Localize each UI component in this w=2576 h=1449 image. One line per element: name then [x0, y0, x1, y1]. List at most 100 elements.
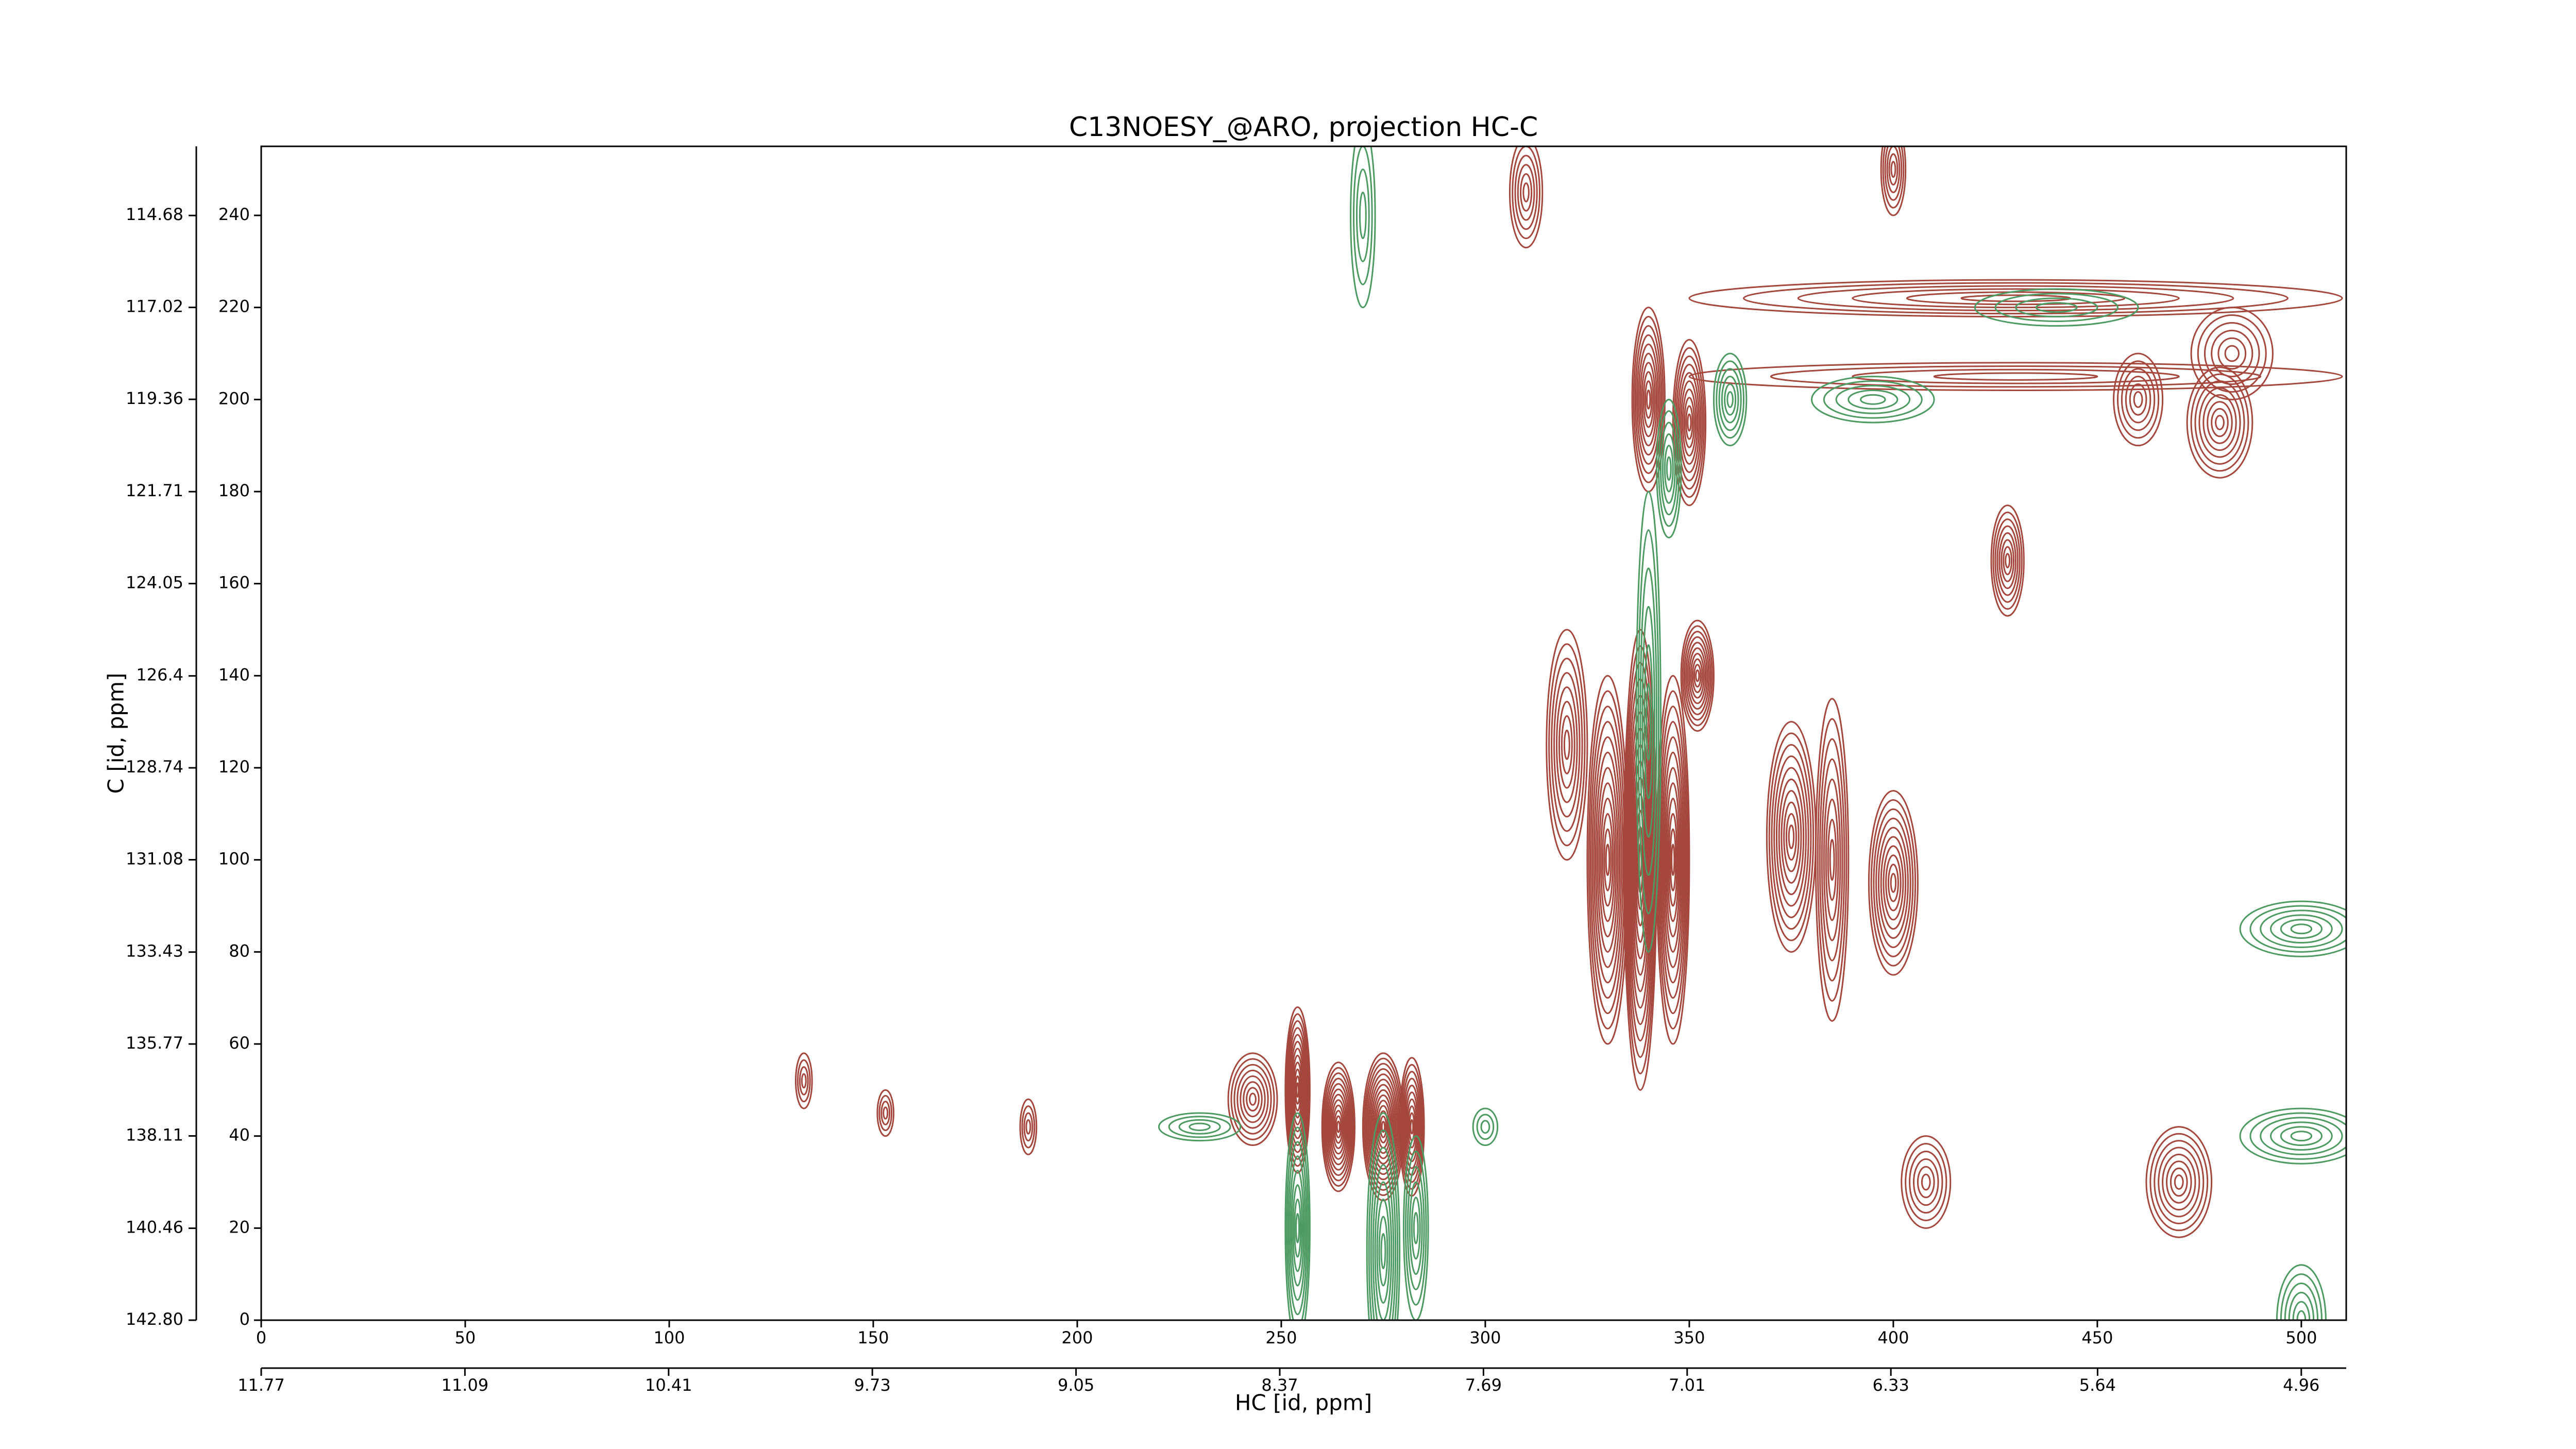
chart-title: C13NOESY_@ARO, projection HC-C: [1069, 112, 1538, 143]
y-tick-label: 0: [240, 1309, 250, 1329]
contour-level: [1400, 1064, 1424, 1190]
contour-level: [2249, 905, 2346, 953]
contour-level: [1823, 778, 1841, 941]
contour-level: [2166, 1160, 2192, 1204]
contour-level: [1403, 1084, 1420, 1169]
x-tick-label: 0: [256, 1328, 266, 1347]
contour-level: [1591, 721, 1624, 999]
contour-level: [2207, 401, 2233, 444]
contour-level: [2269, 914, 2333, 943]
contour-level: [1480, 1120, 1490, 1134]
contour-level: [1292, 1054, 1304, 1125]
contour-level: [1158, 1112, 1242, 1142]
contour-level: [2284, 1283, 2319, 1320]
contour-level: [1295, 1075, 1301, 1105]
contour-level: [2276, 1264, 2327, 1320]
contour-level: [1990, 504, 2025, 617]
contour-level: [1880, 146, 1907, 216]
contour-level: [1637, 529, 1660, 915]
contour-level: [1726, 391, 1734, 408]
contour-level: [1291, 1048, 1305, 1133]
contour-level: [1551, 658, 1583, 832]
y-tick-label: 120: [218, 757, 250, 777]
contour-level: [1721, 376, 1739, 424]
contour-level: [1821, 758, 1843, 962]
y-tick-label: 100: [218, 849, 250, 869]
contour-level: [1688, 279, 2343, 318]
contour-level: [1890, 872, 1897, 893]
contour-level: [1372, 1164, 1395, 1320]
contour-level: [1668, 813, 1678, 907]
contour-level: [1286, 1020, 1309, 1160]
contour-level: [1671, 844, 1675, 876]
contour-level: [1888, 153, 1899, 186]
contour-level: [2290, 923, 2313, 935]
x2-tick-label: 7.69: [1465, 1375, 1502, 1395]
contour-level: [1321, 1062, 1355, 1192]
x2-tick-label: 5.64: [2079, 1375, 2116, 1395]
contour-level: [1992, 511, 2023, 610]
contour-level: [2249, 1112, 2346, 1160]
contour-level: [1664, 767, 1682, 953]
contour-level: [1019, 1098, 1038, 1155]
contour-level: [1372, 1089, 1395, 1165]
contour-level: [1656, 675, 1690, 1045]
y2-tick-label: 138.11: [126, 1125, 183, 1144]
contour-level: [1667, 798, 1680, 922]
contour-level: [1658, 705, 1688, 1014]
y2-tick-label: 121.71: [126, 481, 183, 500]
contour-level: [2202, 394, 2237, 451]
contour-level: [1852, 368, 2180, 384]
contour-level: [1593, 736, 1622, 984]
contour-level: [2224, 345, 2240, 362]
contour-level: [1716, 360, 1745, 439]
contour-level: [2239, 1107, 2346, 1165]
contour-level: [2001, 539, 2015, 582]
contour-level: [1522, 182, 1530, 203]
contour-level: [2197, 314, 2267, 393]
contour-level: [1683, 631, 1711, 721]
contour-level: [1639, 352, 1658, 447]
contour-level: [1409, 1181, 1423, 1275]
contour-level: [1921, 1173, 1931, 1191]
contour-level: [2215, 415, 2225, 430]
contour-level: [1602, 813, 1614, 907]
contour-level: [1691, 658, 1703, 693]
contour-level: [1905, 1143, 1947, 1221]
x-tick-label: 450: [2081, 1328, 2113, 1347]
contour-level: [1819, 738, 1845, 982]
contour-level: [1663, 751, 1684, 968]
plot-frame: [260, 145, 2347, 1321]
contour-level: [2290, 1131, 2313, 1142]
y-tick-label: 80: [229, 941, 250, 961]
contour-level: [1656, 398, 1682, 538]
contour-level: [2154, 1140, 2205, 1224]
contour-level: [1021, 1105, 1036, 1149]
contour-level: [1994, 518, 2021, 603]
contour-level: [1644, 380, 1653, 419]
contour-level: [1296, 1082, 1300, 1098]
contour-level: [1324, 1072, 1353, 1182]
contour-level: [1404, 1150, 1427, 1306]
contour-level: [1770, 365, 2262, 388]
contour-level: [1353, 146, 1373, 285]
contour-level: [1401, 1071, 1422, 1183]
y2-tick-label: 119.36: [126, 389, 183, 408]
contour-level: [1695, 669, 1700, 682]
contour-level: [1687, 413, 1692, 432]
contour-level: [1370, 1084, 1396, 1170]
contour-level: [2198, 387, 2241, 458]
contour-level: [2145, 1126, 2213, 1238]
contour-level: [2116, 360, 2160, 439]
contour-level: [1327, 1083, 1350, 1171]
contour-level: [1243, 1081, 1263, 1118]
contour-level: [1366, 1112, 1401, 1320]
contour-level: [2035, 302, 2078, 313]
contour-level: [1558, 701, 1575, 789]
contour-level: [1860, 394, 1886, 405]
contour-level: [2217, 337, 2247, 370]
contour-level: [2280, 919, 2323, 939]
contour-level: [1661, 736, 1685, 984]
contour-level: [1233, 1064, 1272, 1135]
contour-level: [1811, 376, 1935, 424]
